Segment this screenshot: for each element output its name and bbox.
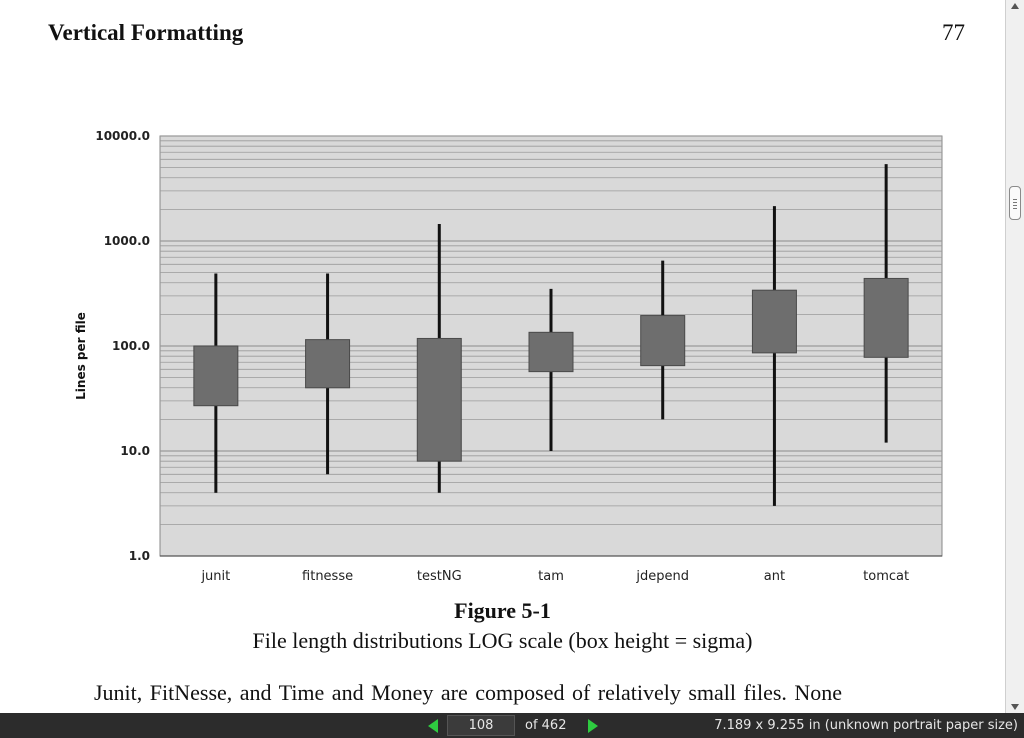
paper-size-label: 7.189 x 9.255 in (unknown portrait paper… [714, 718, 1018, 733]
document-page: Vertical Formatting 77 junit fitnesse test… [48, 20, 965, 705]
y-tick-label: 10.0 [120, 444, 150, 458]
scroll-down-arrow-icon[interactable] [1011, 704, 1019, 710]
box-plot-chart: junit fitnesse testNG tam jdepend ant tomcat 1.… [74, 129, 943, 584]
previous-page-icon[interactable] [428, 719, 438, 733]
box-jdepend [640, 315, 686, 367]
x-tick-label: junit [200, 569, 230, 584]
scroll-thumb[interactable] [1009, 186, 1021, 220]
box-junit [193, 345, 239, 407]
page-number: 77 [942, 20, 965, 45]
x-tick-label: fitnesse [302, 569, 353, 584]
y-tick-label: 10000.0 [95, 129, 150, 143]
viewer-status-bar: of 462 7.189 x 9.255 in (unknown portrai… [0, 713, 1024, 738]
page-count-label: of 462 [525, 718, 567, 733]
y-tick-label: 100.0 [112, 339, 150, 353]
x-tick-label: tam [538, 569, 564, 584]
body-paragraph: Junit, FitNesse, and Time and Money are … [94, 680, 843, 705]
page-header: Vertical Formatting [48, 20, 244, 45]
x-tick-label: tomcat [863, 569, 909, 584]
x-tick-label: ant [764, 569, 785, 584]
scroll-up-arrow-icon[interactable] [1011, 3, 1019, 9]
box-fitnesse [305, 339, 351, 389]
y-tick-label: 1.0 [129, 549, 150, 563]
y-axis-label: Lines per file [74, 312, 88, 400]
next-page-icon[interactable] [588, 719, 598, 733]
figure-caption: File length distributions LOG scale (box… [252, 628, 753, 653]
box-tam [528, 331, 574, 373]
figure-title: Figure 5-1 [454, 598, 551, 623]
page-number-input[interactable] [447, 715, 515, 736]
vertical-scrollbar[interactable] [1005, 0, 1024, 713]
box-testNG [416, 337, 462, 462]
y-tick-label: 1000.0 [104, 234, 150, 248]
box-ant [751, 289, 797, 354]
x-tick-label: jdepend [635, 569, 689, 584]
box-tomcat [863, 277, 909, 358]
x-tick-label: testNG [417, 569, 462, 584]
